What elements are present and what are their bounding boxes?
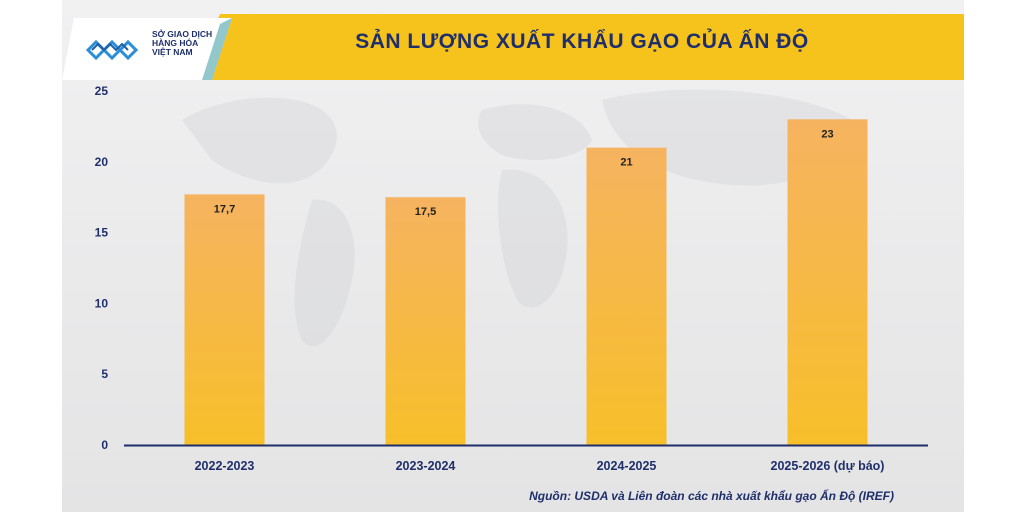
y-tick-label: 10 — [95, 296, 109, 310]
data-label: 23 — [821, 128, 833, 140]
x-tick-label: 2022-2023 — [195, 459, 255, 473]
logo-text: SỞ GIAO DỊCH HÀNG HÓA VIỆT NAM — [152, 30, 242, 57]
logo-line-1: SỞ GIAO DỊCH — [152, 29, 213, 39]
chart-frame: SỞ GIAO DỊCH HÀNG HÓA VIỆT NAM SẢN LƯỢNG… — [62, 0, 964, 512]
bar-4 — [787, 119, 868, 445]
source-note: Nguồn: USDA và Liên đoàn các nhà xuất kh… — [529, 489, 894, 503]
chart-title: SẢN LƯỢNG XUẤT KHẨU GẠO CỦA ẤN ĐỘ — [355, 30, 809, 53]
y-tick-label: 25 — [95, 84, 109, 98]
bar-chart: 0 5 10 15 20 25 17,7 17,5 21 23 2022-2023 2023-20… — [95, 84, 928, 473]
logo: SỞ GIAO DỊCH HÀNG HÓA VIỆT NAM — [62, 18, 232, 80]
data-label: 17,7 — [214, 203, 235, 215]
y-tick-label: 0 — [101, 438, 108, 452]
bar-1 — [184, 194, 265, 445]
y-tick-label: 15 — [95, 226, 109, 240]
x-tick-label: 2024-2025 — [597, 459, 657, 473]
x-axis: 2022-2023 2023-2024 2024-2025 2025-2026 (dự… — [124, 444, 928, 473]
bar-3 — [586, 147, 667, 445]
data-label: 17,5 — [415, 206, 436, 218]
x-tick-label: 2025-2026 (dự báo) — [771, 459, 885, 473]
y-axis: 0 5 10 15 20 25 — [95, 84, 109, 452]
bars: 17,7 17,5 21 23 — [184, 119, 868, 445]
y-tick-label: 20 — [95, 155, 109, 169]
logo-line-3: VIỆT NAM — [152, 47, 193, 57]
bar-2 — [385, 197, 466, 445]
title-banner — [192, 14, 964, 80]
y-tick-label: 5 — [101, 367, 108, 381]
data-label: 21 — [620, 157, 632, 169]
logo-line-2: HÀNG HÓA — [152, 38, 199, 48]
x-tick-label: 2023-2024 — [396, 459, 456, 473]
